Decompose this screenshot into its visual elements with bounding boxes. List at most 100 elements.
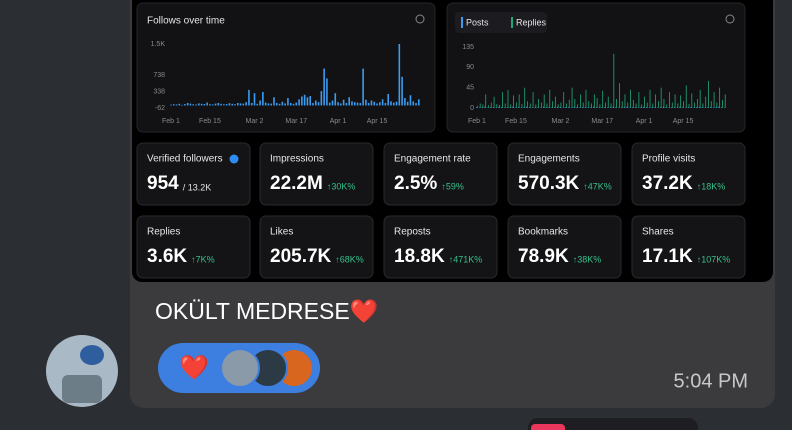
stat-value: 2.5% xyxy=(394,173,437,194)
bar xyxy=(588,101,590,108)
bar xyxy=(478,107,480,109)
stat-value: 3.6K xyxy=(147,246,187,267)
bar xyxy=(504,107,505,109)
bar xyxy=(646,107,647,108)
bar xyxy=(662,106,664,108)
bar xyxy=(513,95,514,108)
stat-value: 17.1K xyxy=(642,246,693,267)
bar xyxy=(284,103,286,106)
bar xyxy=(545,107,547,108)
bar xyxy=(298,99,300,106)
bar xyxy=(685,85,687,108)
bar xyxy=(482,104,484,108)
bar xyxy=(348,97,350,106)
stat-label: Profile visits xyxy=(642,154,695,165)
bar xyxy=(679,106,681,108)
bar xyxy=(660,87,662,108)
bar xyxy=(527,101,528,108)
x-tick-label: Apr 1 xyxy=(636,118,653,125)
bar xyxy=(604,107,606,108)
bar xyxy=(669,92,670,108)
bar xyxy=(365,99,367,106)
bar xyxy=(515,107,516,109)
stat-card xyxy=(259,215,374,279)
bar xyxy=(295,102,298,106)
bar xyxy=(713,92,715,108)
stat-card xyxy=(136,142,251,206)
bar xyxy=(289,103,292,106)
next-message-thumb xyxy=(531,424,565,430)
bar xyxy=(577,104,579,108)
bar xyxy=(379,102,381,106)
stat-label: Reposts xyxy=(394,227,431,238)
bar xyxy=(704,107,706,109)
bar xyxy=(613,53,615,108)
bar xyxy=(549,89,551,108)
bar xyxy=(409,95,412,106)
bar xyxy=(715,107,717,108)
avatar-rock xyxy=(62,375,102,403)
bar xyxy=(498,106,500,108)
bar xyxy=(292,103,295,106)
bar xyxy=(248,89,250,106)
bar xyxy=(490,107,491,108)
bar xyxy=(256,103,259,106)
bar xyxy=(534,107,536,108)
bar xyxy=(529,107,530,108)
bar xyxy=(370,100,373,106)
bar xyxy=(568,107,569,108)
bar xyxy=(384,103,387,106)
stat-change: ↑30K% xyxy=(327,181,356,191)
bar xyxy=(584,107,586,108)
bar xyxy=(184,104,186,106)
bar xyxy=(531,107,533,109)
bar xyxy=(264,102,267,106)
stat-value: 22.2M xyxy=(270,173,323,194)
stat-change: ↑471K% xyxy=(449,254,483,264)
y-tick-label: 45 xyxy=(466,85,474,92)
bar xyxy=(696,107,697,108)
bar xyxy=(406,101,409,106)
bar xyxy=(671,102,673,108)
bar xyxy=(721,107,723,108)
bar xyxy=(708,80,709,108)
y-tick-label: 90 xyxy=(466,64,474,71)
bar xyxy=(270,103,273,106)
bar xyxy=(624,94,626,108)
bar xyxy=(655,94,656,108)
bar xyxy=(654,107,656,108)
stat-label: Replies xyxy=(147,227,180,238)
bar xyxy=(559,107,561,108)
bar xyxy=(648,107,650,109)
stat-change: ↑18K% xyxy=(697,181,726,191)
bar xyxy=(278,103,281,106)
bar xyxy=(175,104,178,106)
bar xyxy=(710,107,711,108)
bar xyxy=(314,100,317,106)
reaction[interactable]: ❤️ xyxy=(179,354,209,381)
bar xyxy=(551,107,553,109)
bar xyxy=(690,107,692,108)
x-tick-label: Feb 15 xyxy=(199,118,221,125)
bar xyxy=(637,107,639,109)
bar xyxy=(206,102,208,106)
stat-value: 205.7K xyxy=(270,246,332,267)
bar xyxy=(557,104,559,108)
bar xyxy=(415,103,417,106)
bar xyxy=(691,93,693,108)
bar xyxy=(623,107,625,108)
next-message xyxy=(528,418,698,430)
bar xyxy=(356,102,359,106)
bar xyxy=(301,96,303,106)
bar xyxy=(570,107,572,109)
bar xyxy=(634,107,636,108)
stat-card xyxy=(631,142,746,206)
bar xyxy=(231,103,234,106)
x-tick-label: Apr 15 xyxy=(367,118,388,125)
bar xyxy=(259,100,261,106)
stat-change: ↑38K% xyxy=(573,254,602,264)
bar xyxy=(331,100,334,106)
bar xyxy=(273,97,275,106)
bar xyxy=(242,103,245,106)
stat-card xyxy=(136,215,251,279)
